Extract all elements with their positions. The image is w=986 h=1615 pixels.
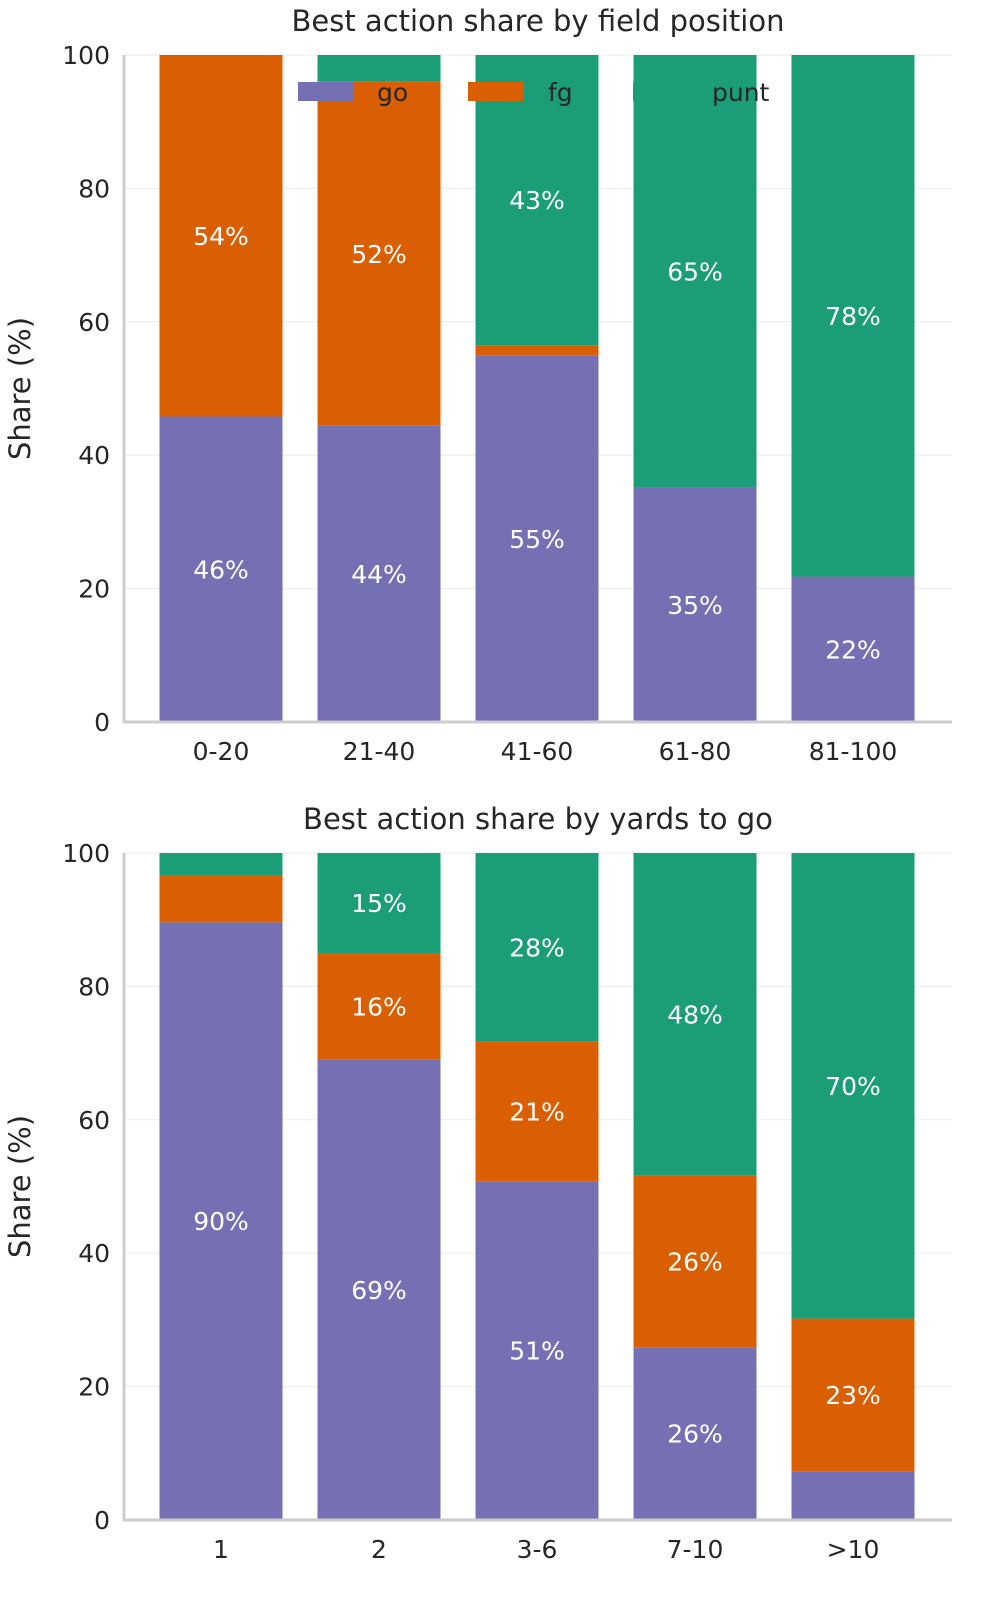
bar-punt [317,853,441,954]
bar-go [475,355,599,722]
bar-punt [475,55,599,346]
x-tick-label: 0-20 [193,737,250,766]
bar-punt [633,55,757,488]
legend-swatch-fg [468,82,524,101]
bar-fg [633,1175,757,1348]
x-tick-label: 81-100 [809,737,898,766]
bar-punt [159,853,283,876]
bar-go [317,425,441,722]
bar-go [159,416,283,722]
bar-value-label: 35% [667,591,723,620]
legend-label-punt: punt [712,78,770,107]
y-tick-label: 20 [78,1373,110,1402]
x-tick-label: 21-40 [343,737,416,766]
bar-value-label: 65% [667,257,723,286]
bar-value-label: 46% [193,555,249,584]
y-tick-label: 100 [62,839,110,868]
bar-value-label: 16% [351,992,407,1021]
bar-value-label: 48% [667,1000,723,1029]
bar-value-label: 54% [193,222,249,251]
x-tick-label: 2 [371,1535,387,1564]
bar-value-label: 23% [825,1381,881,1410]
chart-1: Best action share by field position Share… [3,4,952,766]
bar-value-label: 69% [351,1276,407,1305]
chart-title: Best action share by yards to go [303,802,773,836]
bar-value-label: 70% [825,1072,881,1101]
x-tick-label: 3-6 [517,1535,558,1564]
bar-go [475,1181,599,1520]
y-tick-label: 0 [94,1506,110,1535]
bar-value-label: 55% [509,525,565,554]
chart-title: Best action share by field position [292,4,785,38]
y-tick-label: 80 [78,972,110,1001]
bar-fg [475,345,599,356]
bar-punt [317,55,441,82]
bar-punt [791,853,915,1319]
legend-swatch-go [298,82,354,101]
bar-value-label: 90% [193,1207,249,1236]
legend-label-fg: fg [548,78,573,107]
y-tick-label: 40 [78,1239,110,1268]
bar-fg [159,875,283,923]
bar-punt [475,853,599,1042]
chart-2: Best action share by yards to go Share (%… [3,802,952,1564]
bar-value-label: 21% [509,1097,565,1126]
y-tick-label: 80 [78,174,110,203]
bar-value-label: 52% [351,240,407,269]
y-tick-label: 60 [78,308,110,337]
y-tick-label: 60 [78,1106,110,1135]
x-tick-label: 61-80 [659,737,732,766]
bar-punt [633,853,757,1176]
bar-go [317,1059,441,1520]
y-axis-label: Share (%) [3,317,37,460]
bar-fg [317,953,441,1060]
y-tick-label: 40 [78,441,110,470]
x-tick-label: 41-60 [501,737,574,766]
legend-label-go: go [377,78,408,107]
bar-fg [159,55,283,417]
bar-value-label: 28% [509,933,565,962]
legend-swatch-punt [633,82,689,101]
bar-value-label: 44% [351,560,407,589]
bar-go [159,922,283,1520]
bar-go [791,1471,915,1520]
bar-go [633,1347,757,1520]
bar-value-label: 26% [667,1248,723,1277]
bar-punt [791,55,915,577]
y-axis-label: Share (%) [3,1115,37,1258]
bar-value-label: 78% [825,302,881,331]
x-tick-label: 1 [213,1535,229,1564]
x-tick-label: >10 [827,1535,880,1564]
bar-go [633,487,757,722]
bar-fg [791,1318,915,1472]
bar-value-label: 51% [509,1337,565,1366]
bar-fg [317,81,441,426]
x-tick-label: 7-10 [667,1535,724,1564]
legend: go fg punt [298,78,770,107]
bar-value-label: 26% [667,1420,723,1449]
y-tick-label: 20 [78,575,110,604]
bar-go [791,576,915,722]
bar-value-label: 43% [509,186,565,215]
bar-value-label: 15% [351,889,407,918]
y-tick-label: 100 [62,41,110,70]
y-tick-label: 0 [94,708,110,737]
bar-fg [475,1041,599,1182]
bar-value-label: 22% [825,635,881,664]
